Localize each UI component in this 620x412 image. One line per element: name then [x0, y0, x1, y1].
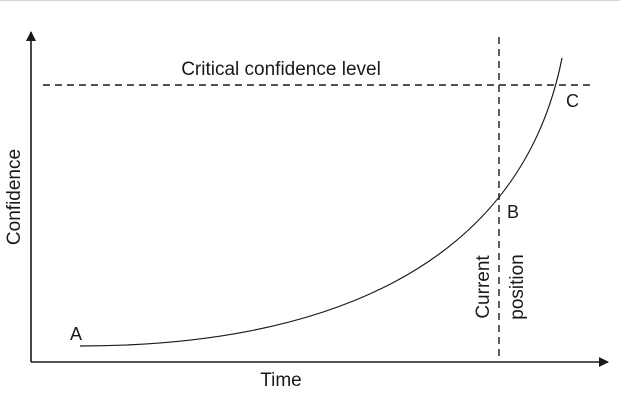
point-label-a: A	[70, 324, 82, 344]
point-label-b: B	[507, 202, 519, 222]
y-axis-label: Confidence	[4, 149, 25, 245]
top-border	[0, 0, 620, 1]
threshold-label: Critical confidence level	[181, 59, 381, 80]
confidence-curve	[79, 57, 563, 347]
current-position-label-line2: position	[507, 254, 528, 320]
current-position-label-line1: Current	[473, 255, 494, 319]
x-axis-label: Time	[260, 370, 302, 391]
point-label-c: C	[566, 91, 579, 111]
